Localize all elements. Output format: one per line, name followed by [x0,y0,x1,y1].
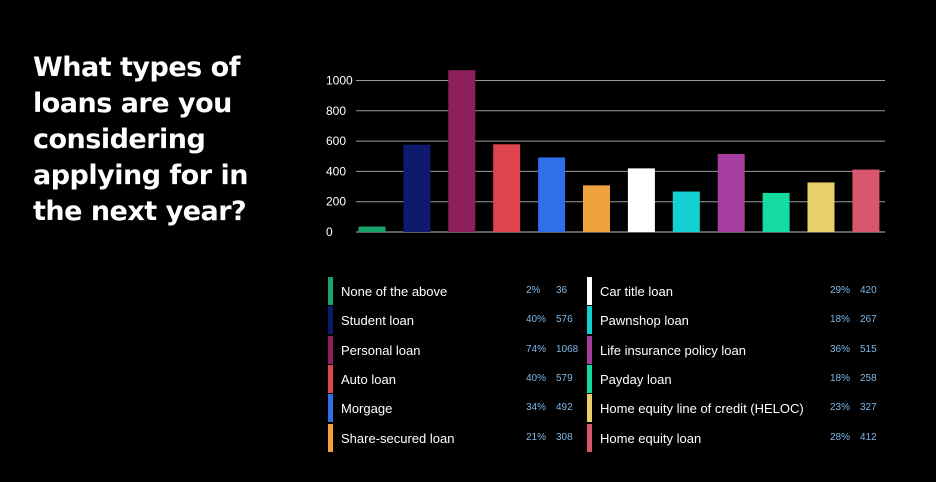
legend-count: 412 [860,431,877,443]
legend-swatch [587,306,592,335]
legend-percent: 36% [830,343,851,355]
legend-label: Personal loan [341,342,421,358]
legend-percent: 29% [830,285,851,296]
legend-item: Pawnshop loan 18% 267 [587,306,877,335]
legend-item: Student loan 40% 576 [328,306,598,335]
legend-percent: 21% [526,431,547,443]
bar-12 [852,169,880,232]
legend-item: Personal loan 74% 1068 [328,335,598,364]
bar-6 [583,185,610,232]
y-tick-label: 400 [326,164,346,178]
legend-label: Morgage [341,401,393,417]
legend-item: Home equity line of credit (HELOC) 23% 327 [587,394,877,423]
legend-swatch [587,277,592,305]
legend-percent: 34% [526,402,547,414]
legend-label: Pawnshop loan [600,313,689,329]
legend-label: Payday loan [600,371,672,387]
legend-item: Car title loan 29% 420 [587,277,877,305]
legend-item: Life insurance policy loan 36% 515 [587,335,877,364]
legend-count: 515 [860,343,877,355]
legend-label: Home equity loan [600,430,702,446]
legend-count: 258 [860,372,877,384]
legend-count: 579 [556,372,573,384]
y-tick-label: 600 [326,134,346,148]
legend-count: 267 [860,314,877,326]
legend-item: Share-secured loan 21% 308 [328,423,598,452]
legend-percent: 2% [526,285,541,296]
legend-swatch [587,335,592,364]
bar-3 [448,70,476,232]
legend-count: 1068 [556,343,579,355]
legend-swatch [328,423,333,452]
legend-label: Share-secured loan [341,430,455,446]
legend-swatch [587,394,592,423]
bar-10 [762,192,790,232]
legend-swatch [587,364,592,393]
legend-label: Student loan [341,313,415,329]
legend-item: Auto loan 40% 579 [328,364,598,393]
legend-percent: 40% [526,372,547,384]
legend-swatch [328,335,333,364]
bar-9 [717,153,745,232]
legend-count: 492 [556,402,573,414]
y-tick-label: 200 [326,195,346,209]
legend-percent: 74% [526,343,547,355]
legend-count: 576 [556,314,573,326]
legend-item: Payday loan 18% 258 [587,364,877,393]
legend-count: 327 [860,402,877,414]
legend-swatch [328,364,333,393]
bar-5 [538,157,566,232]
legend-percent: 23% [830,402,851,414]
legend-percent: 18% [830,372,851,384]
bar-8 [672,191,700,232]
y-tick-label: 1000 [326,74,353,88]
chart-question-title: What types of loans are you considering … [33,52,248,227]
bar-chart: 0 200 400 600 800 1000 [326,70,885,239]
legend-label: Car title loan [600,284,673,299]
legend-swatch [587,423,592,452]
bar-2 [403,144,431,232]
legend-swatch [328,277,333,305]
legend-label: None of the above [341,284,448,299]
legend-item: Home equity loan 28% 412 [587,423,877,452]
legend-swatch [328,394,333,423]
legend-item: Morgage 34% 492 [328,394,598,423]
legend-count: 420 [860,285,877,296]
bar-4 [493,144,521,232]
legend-percent: 40% [526,314,547,326]
legend-percent: 28% [830,431,851,443]
legend-count: 36 [556,285,568,296]
bar-1 [358,226,386,232]
legend-swatch [328,306,333,335]
bar-7 [627,168,655,232]
y-tick-label: 800 [326,104,346,118]
bar-11 [807,182,835,232]
legend-count: 308 [556,431,573,443]
legend-item: None of the above 2% 36 [328,277,598,305]
legend-label: Auto loan [341,371,396,387]
y-tick-label: 0 [326,225,333,239]
legend-label: Life insurance policy loan [600,342,746,358]
legend-percent: 18% [830,314,851,326]
legend-label: Home equity line of credit (HELOC) [600,401,804,417]
